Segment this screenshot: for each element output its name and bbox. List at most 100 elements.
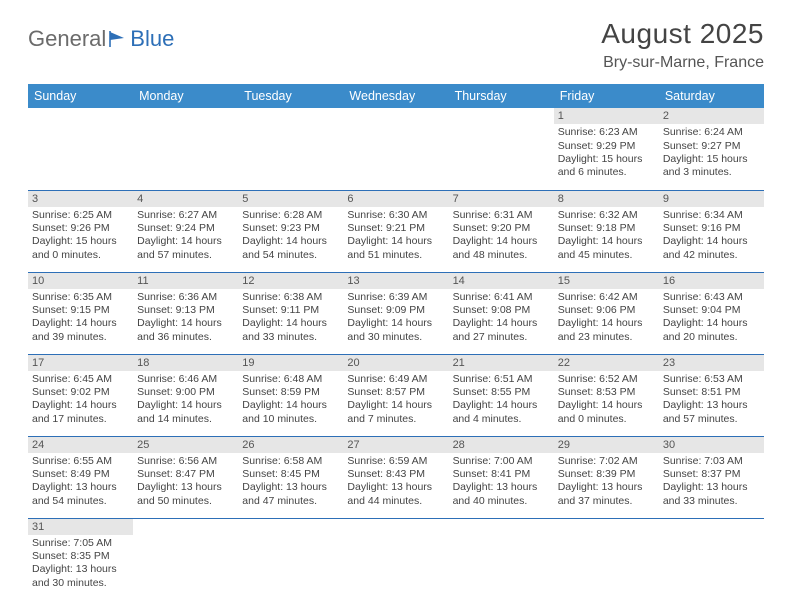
daylight-line: Daylight: 13 hours and 44 minutes. (347, 481, 444, 508)
daylight-line: Daylight: 13 hours and 30 minutes. (32, 563, 129, 590)
day-number: 1 (554, 108, 659, 124)
sunrise-line: Sunrise: 6:28 AM (242, 209, 339, 222)
day-number: 5 (238, 191, 343, 207)
logo-word-2: Blue (130, 26, 174, 52)
sunrise-line: Sunrise: 6:49 AM (347, 373, 444, 386)
sunrise-line: Sunrise: 6:56 AM (137, 455, 234, 468)
sunset-line: Sunset: 8:37 PM (663, 468, 760, 481)
day-number: 9 (659, 191, 764, 207)
dayname-header: Friday (554, 84, 659, 108)
day-number: 27 (343, 437, 448, 453)
calendar-cell: 13Sunrise: 6:39 AMSunset: 9:09 PMDayligh… (343, 272, 448, 354)
daylight-line: Daylight: 14 hours and 51 minutes. (347, 235, 444, 262)
sunrise-line: Sunrise: 7:05 AM (32, 537, 129, 550)
sunset-line: Sunset: 8:55 PM (453, 386, 550, 399)
sunrise-line: Sunrise: 6:59 AM (347, 455, 444, 468)
dayname-header: Wednesday (343, 84, 448, 108)
sunset-line: Sunset: 9:26 PM (32, 222, 129, 235)
dayname-header: Thursday (449, 84, 554, 108)
day-number: 14 (449, 273, 554, 289)
sunset-line: Sunset: 9:13 PM (137, 304, 234, 317)
day-number: 29 (554, 437, 659, 453)
sunset-line: Sunset: 8:45 PM (242, 468, 339, 481)
sunset-line: Sunset: 9:09 PM (347, 304, 444, 317)
calendar-cell: 10Sunrise: 6:35 AMSunset: 9:15 PMDayligh… (28, 272, 133, 354)
sunset-line: Sunset: 9:15 PM (32, 304, 129, 317)
sunrise-line: Sunrise: 6:42 AM (558, 291, 655, 304)
daylight-line: Daylight: 14 hours and 10 minutes. (242, 399, 339, 426)
daylight-line: Daylight: 14 hours and 27 minutes. (453, 317, 550, 344)
calendar-cell: 20Sunrise: 6:49 AMSunset: 8:57 PMDayligh… (343, 354, 448, 436)
sunrise-line: Sunrise: 6:46 AM (137, 373, 234, 386)
calendar-cell: 3 Sunrise: 6:25 AMSunset: 9:26 PMDaylight… (28, 190, 133, 272)
day-number: 22 (554, 355, 659, 371)
calendar-cell (28, 108, 133, 190)
daylight-line: Daylight: 14 hours and 30 minutes. (347, 317, 444, 344)
sunrise-line: Sunrise: 7:00 AM (453, 455, 550, 468)
sunrise-line: Sunrise: 6:48 AM (242, 373, 339, 386)
sunset-line: Sunset: 9:29 PM (558, 140, 655, 153)
calendar-cell (449, 108, 554, 190)
sunrise-line: Sunrise: 6:52 AM (558, 373, 655, 386)
daylight-line: Daylight: 13 hours and 57 minutes. (663, 399, 760, 426)
sunset-line: Sunset: 8:57 PM (347, 386, 444, 399)
day-number: 24 (28, 437, 133, 453)
sunset-line: Sunset: 9:18 PM (558, 222, 655, 235)
sunset-line: Sunset: 9:27 PM (663, 140, 760, 153)
calendar-cell: 1 Sunrise: 6:23 AMSunset: 9:29 PMDaylight… (554, 108, 659, 190)
calendar-cell: 9 Sunrise: 6:34 AMSunset: 9:16 PMDaylight… (659, 190, 764, 272)
daylight-line: Daylight: 15 hours and 0 minutes. (32, 235, 129, 262)
dayname-header: Saturday (659, 84, 764, 108)
sunrise-line: Sunrise: 6:32 AM (558, 209, 655, 222)
day-number: 18 (133, 355, 238, 371)
sunset-line: Sunset: 9:16 PM (663, 222, 760, 235)
sunrise-line: Sunrise: 6:23 AM (558, 126, 655, 139)
calendar-cell: 4Sunrise: 6:27 AMSunset: 9:24 PMDaylight… (133, 190, 238, 272)
calendar-cell: 23Sunrise: 6:53 AMSunset: 8:51 PMDayligh… (659, 354, 764, 436)
day-number: 25 (133, 437, 238, 453)
calendar-cell: 22Sunrise: 6:52 AMSunset: 8:53 PMDayligh… (554, 354, 659, 436)
day-number: 21 (449, 355, 554, 371)
daylight-line: Daylight: 15 hours and 6 minutes. (558, 153, 655, 180)
sunrise-line: Sunrise: 6:39 AM (347, 291, 444, 304)
day-number: 17 (28, 355, 133, 371)
day-number: 3 (28, 191, 133, 207)
day-number: 28 (449, 437, 554, 453)
sunset-line: Sunset: 9:11 PM (242, 304, 339, 317)
calendar-cell: 19Sunrise: 6:48 AMSunset: 8:59 PMDayligh… (238, 354, 343, 436)
sunrise-line: Sunrise: 6:25 AM (32, 209, 129, 222)
daylight-line: Daylight: 14 hours and 42 minutes. (663, 235, 760, 262)
daylight-line: Daylight: 13 hours and 47 minutes. (242, 481, 339, 508)
daylight-line: Daylight: 14 hours and 17 minutes. (32, 399, 129, 426)
dayname-header: Monday (133, 84, 238, 108)
title-block: August 2025 Bry-sur-Marne, France (601, 18, 764, 72)
sunrise-line: Sunrise: 6:24 AM (663, 126, 760, 139)
daylight-line: Daylight: 14 hours and 4 minutes. (453, 399, 550, 426)
sunrise-line: Sunrise: 6:31 AM (453, 209, 550, 222)
calendar-cell: 11Sunrise: 6:36 AMSunset: 9:13 PMDayligh… (133, 272, 238, 354)
day-number: 8 (554, 191, 659, 207)
sunrise-line: Sunrise: 6:41 AM (453, 291, 550, 304)
sunset-line: Sunset: 8:49 PM (32, 468, 129, 481)
day-number: 26 (238, 437, 343, 453)
calendar-cell (343, 518, 448, 600)
day-number: 19 (238, 355, 343, 371)
sunrise-line: Sunrise: 6:34 AM (663, 209, 760, 222)
daylight-line: Daylight: 13 hours and 37 minutes. (558, 481, 655, 508)
location: Bry-sur-Marne, France (601, 54, 764, 72)
sunrise-line: Sunrise: 7:03 AM (663, 455, 760, 468)
sunset-line: Sunset: 9:24 PM (137, 222, 234, 235)
sunset-line: Sunset: 8:35 PM (32, 550, 129, 563)
calendar-cell: 25Sunrise: 6:56 AMSunset: 8:47 PMDayligh… (133, 436, 238, 518)
day-number: 6 (343, 191, 448, 207)
day-number: 30 (659, 437, 764, 453)
calendar-cell: 17Sunrise: 6:45 AMSunset: 9:02 PMDayligh… (28, 354, 133, 436)
sunset-line: Sunset: 9:08 PM (453, 304, 550, 317)
daylight-line: Daylight: 14 hours and 20 minutes. (663, 317, 760, 344)
daylight-line: Daylight: 14 hours and 54 minutes. (242, 235, 339, 262)
calendar-cell: 31Sunrise: 7:05 AMSunset: 8:35 PMDayligh… (28, 518, 133, 600)
daylight-line: Daylight: 14 hours and 0 minutes. (558, 399, 655, 426)
logo-word-1: General (28, 26, 106, 52)
sunrise-line: Sunrise: 6:55 AM (32, 455, 129, 468)
calendar-cell (343, 108, 448, 190)
